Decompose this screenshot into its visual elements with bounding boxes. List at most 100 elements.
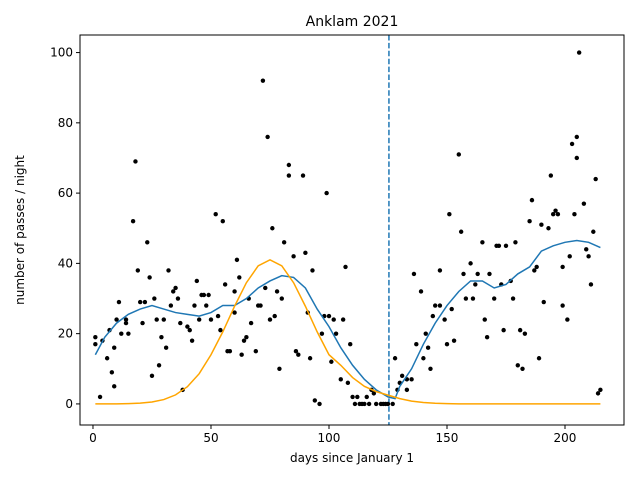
point xyxy=(319,331,325,336)
smooth-line xyxy=(94,239,601,400)
point xyxy=(418,289,424,294)
point xyxy=(392,356,398,361)
x-tick-label: 50 xyxy=(203,431,218,445)
point xyxy=(307,356,313,361)
point xyxy=(548,173,554,178)
point xyxy=(114,317,119,322)
point xyxy=(348,341,353,347)
point xyxy=(565,317,570,322)
point xyxy=(390,401,395,407)
point xyxy=(458,229,464,234)
point xyxy=(421,356,426,361)
point xyxy=(501,327,506,333)
point xyxy=(338,377,343,382)
point xyxy=(133,159,138,164)
y-tick-label: 20 xyxy=(58,327,73,341)
y-tick-label: 40 xyxy=(58,256,73,270)
point xyxy=(204,303,209,308)
point xyxy=(123,320,129,326)
point xyxy=(591,229,596,234)
point xyxy=(237,275,242,280)
point xyxy=(310,268,315,273)
point xyxy=(588,282,594,287)
point xyxy=(510,296,516,301)
point xyxy=(123,317,129,322)
point xyxy=(430,313,436,319)
point xyxy=(166,268,171,273)
point xyxy=(581,201,587,206)
y-axis-label: number of passes / night xyxy=(13,155,27,305)
point xyxy=(428,366,433,371)
point xyxy=(274,289,280,294)
point xyxy=(265,134,270,140)
point xyxy=(343,264,348,270)
point xyxy=(163,345,169,350)
point xyxy=(461,271,466,277)
point xyxy=(451,338,457,343)
point xyxy=(159,334,164,340)
point xyxy=(574,134,579,140)
point xyxy=(432,303,438,308)
point xyxy=(567,254,572,259)
point xyxy=(130,219,136,224)
point xyxy=(584,247,589,252)
point xyxy=(517,327,523,333)
x-tick-label: 150 xyxy=(436,431,459,445)
point xyxy=(437,303,443,308)
point xyxy=(503,243,509,249)
point xyxy=(576,50,582,55)
point xyxy=(475,271,480,277)
point xyxy=(112,345,117,350)
y-tick-label: 100 xyxy=(50,46,73,60)
point xyxy=(201,292,207,298)
point xyxy=(539,222,544,227)
point xyxy=(293,349,299,354)
point xyxy=(515,363,520,368)
point xyxy=(196,317,202,322)
point xyxy=(270,226,275,231)
point xyxy=(480,240,485,245)
point xyxy=(303,250,308,256)
point xyxy=(109,370,115,375)
point xyxy=(468,261,473,266)
point xyxy=(156,363,162,368)
point xyxy=(93,341,98,347)
point xyxy=(449,306,454,312)
point xyxy=(206,292,211,298)
point xyxy=(232,310,237,315)
point xyxy=(473,282,478,287)
point xyxy=(529,197,535,203)
point xyxy=(522,331,528,336)
point xyxy=(399,373,405,379)
point xyxy=(189,338,195,343)
chart-title: Anklam 2021 xyxy=(306,14,399,30)
point xyxy=(267,317,273,322)
point xyxy=(513,240,518,245)
point xyxy=(355,394,360,400)
point xyxy=(555,211,561,217)
point xyxy=(437,268,443,273)
point xyxy=(560,303,565,308)
point xyxy=(536,356,542,361)
point xyxy=(423,331,428,336)
point xyxy=(208,317,214,322)
point xyxy=(147,275,152,280)
point xyxy=(291,254,296,259)
point xyxy=(444,341,450,347)
point xyxy=(234,257,240,263)
point xyxy=(470,296,476,301)
point xyxy=(527,219,532,224)
point xyxy=(595,391,601,396)
point xyxy=(215,313,221,319)
point xyxy=(331,317,336,322)
point xyxy=(263,285,268,291)
point xyxy=(366,401,372,407)
point xyxy=(93,334,98,340)
model-line xyxy=(95,259,601,405)
point xyxy=(425,345,431,350)
point xyxy=(135,268,141,273)
point xyxy=(520,366,525,371)
point xyxy=(116,299,122,305)
point xyxy=(192,303,197,308)
